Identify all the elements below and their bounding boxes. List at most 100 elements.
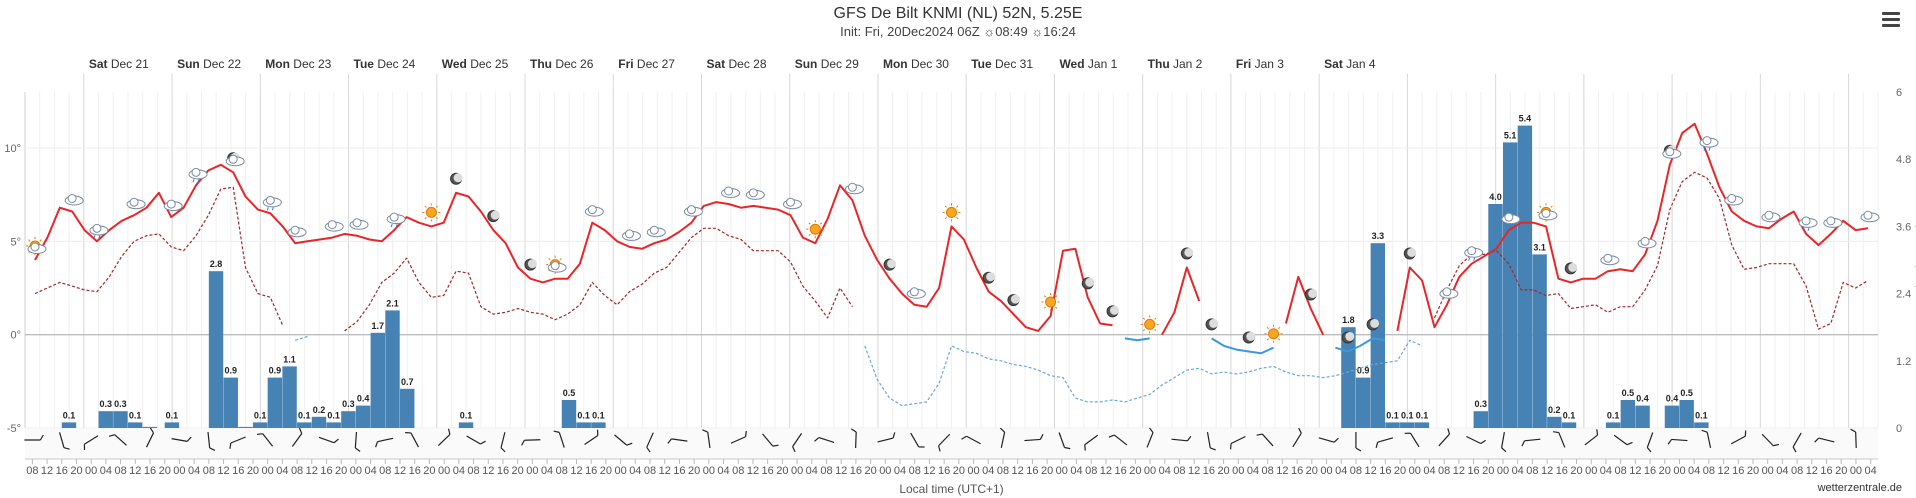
y-right-tick: 6 [1896, 87, 1902, 99]
cloud-icon [745, 188, 765, 200]
hour-label: 08 [203, 465, 215, 477]
cloud-icon [646, 225, 666, 238]
precip-label: 1.7 [372, 321, 385, 331]
precip-bar [370, 332, 386, 428]
precip-label: 0.1 [298, 410, 311, 420]
hour-label: 04 [1070, 465, 1082, 477]
wind-barb-icon [207, 431, 216, 451]
rain-cloud-icon [262, 195, 282, 211]
hour-label: 20 [1835, 465, 1847, 477]
hour-label: 04 [1776, 465, 1788, 477]
hour-label: 16 [232, 465, 244, 477]
day-label: Thu Jan 2 [1148, 57, 1203, 71]
precip-bar [1400, 422, 1415, 428]
hour-label: 16 [585, 465, 597, 477]
hour-label: 16 [409, 465, 421, 477]
wind-barb-icon [1730, 430, 1747, 445]
wind-row [25, 429, 1878, 459]
hour-label: 00 [879, 465, 891, 477]
cloud-icon [287, 225, 307, 238]
hour-label: 20 [247, 465, 259, 477]
hour-label: 00 [1850, 465, 1862, 477]
precip-label: 0.3 [1475, 399, 1488, 409]
wind-barb-icon [1084, 434, 1099, 451]
hour-label: 04 [100, 465, 112, 477]
hour-label: 00 [1409, 465, 1421, 477]
hour-label: 12 [41, 465, 53, 477]
sunset-icon: ☼ [1031, 24, 1044, 39]
wind-barb-icon [762, 433, 779, 447]
rain-cloud-icon [1464, 246, 1484, 261]
sunrise-time: 08:49 [995, 24, 1028, 39]
wind-barb-icon [730, 430, 747, 444]
precip-bar [1679, 400, 1694, 428]
cloud-icon [1439, 287, 1459, 299]
wind-barb-icon [910, 432, 925, 448]
hour-label: 12 [1365, 465, 1377, 477]
hour-label: 16 [1114, 465, 1126, 477]
cloud-icon [1761, 210, 1781, 223]
hamburger-menu-icon[interactable] [1882, 12, 1900, 27]
precip-bar [127, 422, 143, 428]
chart-title: GFS De Bilt KNMI (NL) 52N, 5.25E [833, 5, 1083, 22]
wind-barb-icon [850, 428, 857, 449]
wind-barb-icon [1355, 432, 1362, 452]
cloud-icon [1860, 210, 1880, 223]
cloud-icon [721, 186, 741, 198]
hour-label: 12 [1100, 465, 1112, 477]
hour-label: 12 [217, 465, 229, 477]
precip-label: 5.1 [1504, 130, 1517, 140]
y-right-tick: 2.4 [1896, 289, 1911, 301]
precip-bar [1605, 422, 1621, 428]
wind-barb-icon [1058, 432, 1071, 450]
sun-icon [1264, 324, 1283, 343]
precip-bar [223, 377, 238, 428]
wind-barb-icon [521, 439, 541, 446]
precip-bar [113, 411, 128, 428]
wind-barb-icon [1814, 437, 1835, 443]
sun-icon [1140, 315, 1159, 334]
hour-label: 04 [806, 465, 818, 477]
hour-label: 16 [1732, 465, 1744, 477]
hour-label: 12 [1806, 465, 1818, 477]
hour-label: 08 [26, 465, 38, 477]
precip-label: 5.4 [1519, 114, 1532, 124]
moon-icon [1304, 288, 1318, 301]
hour-label: 04 [982, 465, 994, 477]
precip-bar [561, 400, 577, 428]
cloud-icon [844, 182, 864, 195]
hour-label: 16 [850, 465, 862, 477]
wind-barb-icon [318, 436, 339, 444]
precip-bar [238, 426, 253, 428]
y-right-tick: 4.8 [1896, 154, 1911, 166]
hour-label: 20 [1306, 465, 1318, 477]
precip-label: 0.5 [563, 388, 576, 398]
hour-label: 08 [644, 465, 656, 477]
hour-label: 08 [1173, 465, 1185, 477]
wind-barb-icon [83, 435, 99, 451]
hour-label: 08 [114, 465, 126, 477]
hour-label: 00 [438, 465, 450, 477]
hour-label: 04 [188, 465, 200, 477]
hour-label: 04 [1335, 465, 1347, 477]
cloud-icon [324, 220, 344, 232]
wind-barb-icon [1850, 428, 1857, 449]
hour-label: 16 [497, 465, 509, 477]
precip-bar [1517, 125, 1533, 428]
sunset-time: 16:24 [1043, 24, 1076, 39]
hour-label: 00 [173, 465, 185, 477]
x-axis-title: Local time (UTC+1) [899, 482, 1003, 496]
wind-barb-icon [1024, 433, 1044, 442]
rain-cloud-icon [1798, 216, 1818, 232]
precip-bar [385, 310, 400, 428]
hour-label: 12 [570, 465, 582, 477]
precip-label: 0.1 [1416, 410, 1429, 420]
day-label: Fri Jan 3 [1236, 57, 1284, 71]
wind-barb-icon [145, 427, 155, 448]
hour-label: 20 [423, 465, 435, 477]
hour-label: 04 [1512, 465, 1524, 477]
wind-barb-icon [614, 434, 633, 446]
cloud-icon [1724, 193, 1744, 206]
wind-barb-icon [646, 432, 654, 453]
moon-cloud-icon [225, 152, 245, 167]
